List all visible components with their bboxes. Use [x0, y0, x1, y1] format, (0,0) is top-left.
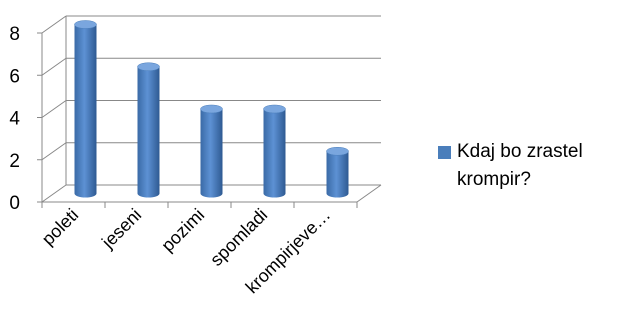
legend-swatch: [438, 146, 451, 159]
x-tick-label: spomladi: [206, 205, 271, 270]
gridline-depth: [41, 184, 67, 203]
y-tick-label: 0: [9, 193, 20, 214]
x-tick-label: pozimi: [157, 205, 208, 256]
bar-body: [137, 66, 160, 198]
bar-poleti: [74, 20, 97, 198]
x-tick-label: jeseni: [97, 205, 145, 253]
gridline-depth: [41, 142, 67, 161]
y-tick-label: 2: [9, 151, 20, 172]
bar-top: [137, 62, 160, 71]
y-tick-label: 8: [9, 24, 20, 45]
bar-spomladi: [263, 104, 286, 198]
y-tick-label: 4: [9, 109, 20, 130]
bar-body: [263, 109, 286, 198]
bar-top: [326, 147, 349, 156]
bar-krompirjeve…: [326, 147, 349, 198]
legend: Kdaj bo zrastel krompir?: [438, 138, 619, 194]
bar-top: [74, 20, 97, 29]
bar-body: [200, 109, 223, 198]
gridline-depth: [41, 15, 67, 34]
bar-top: [263, 104, 286, 114]
gridline-depth: [41, 100, 67, 118]
bar-body: [326, 151, 349, 198]
bar-top: [200, 104, 223, 114]
x-tick-label: poleti: [38, 205, 83, 250]
bar-jeseni: [137, 62, 160, 198]
y-axis: 0 2 4 6 8: [9, 24, 42, 214]
bar-pozimi: [200, 104, 223, 198]
legend-label: Kdaj bo zrastel krompir?: [457, 141, 583, 190]
gridline-depth: [41, 57, 67, 76]
grid-lines: [41, 15, 381, 203]
bar-body: [74, 24, 97, 198]
bars: [74, 20, 349, 198]
floor-right-edge: [356, 184, 382, 203]
x-axis: poleti jeseni pozimispomladikrompirjeve…: [38, 202, 358, 297]
y-tick-label: 6: [9, 66, 20, 87]
